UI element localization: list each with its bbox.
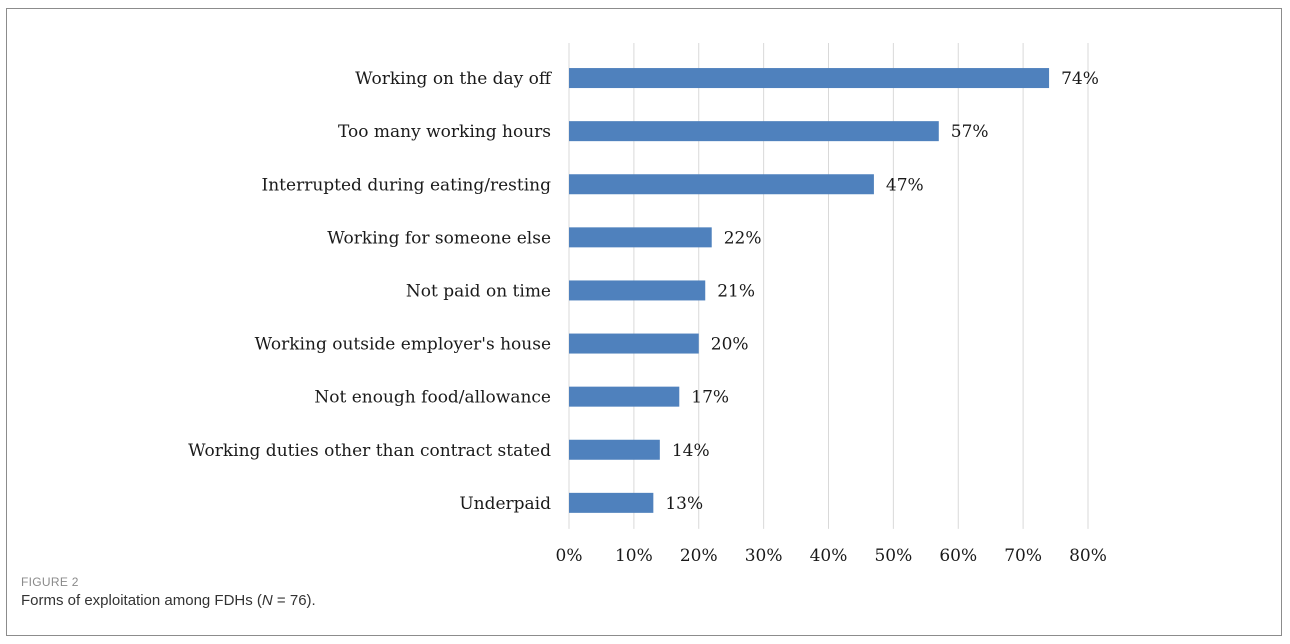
value-label: 17% [691,388,729,408]
value-labels: 74% 57% 47% 22% 21% 20% 17% 14% 13% [665,69,1099,514]
bar [569,280,706,301]
x-tick-label: 20% [680,546,718,566]
caption-n-italic: N [261,592,273,609]
bar [569,174,874,195]
x-tick-label: 30% [745,546,783,566]
x-axis-ticks: 0% 10% 20% 30% 40% 50% 60% 70% 80% [556,546,1107,566]
bar [569,121,939,142]
figure-label: FIGURE 2 [21,575,79,589]
value-label: 22% [724,228,762,248]
category-label: Working on the day off [355,69,553,89]
figure-caption: Forms of exploitation among FDHs (N = 76… [21,592,316,609]
x-tick-label: 40% [810,546,848,566]
bar [569,386,680,407]
bar [569,439,660,460]
bars [569,68,1050,513]
x-tick-label: 70% [1004,546,1042,566]
value-label: 14% [672,441,710,461]
value-label: 47% [886,175,924,195]
bar [569,492,654,513]
category-label: Underpaid [459,494,551,514]
bar [569,68,1050,89]
value-label: 13% [665,494,703,514]
category-label: Working for someone else [327,228,551,248]
bar [569,227,712,248]
category-label: Interrupted during eating/resting [262,175,552,195]
figure-caption-text: Forms of exploitation among FDHs (N = 76… [21,592,316,609]
x-tick-label: 10% [615,546,653,566]
category-label: Too many working hours [338,122,551,142]
category-label: Working duties other than contract state… [188,441,551,461]
x-tick-label: 50% [874,546,912,566]
x-tick-label: 0% [556,546,583,566]
value-label: 20% [711,335,749,355]
x-tick-label: 80% [1069,546,1107,566]
value-label: 21% [717,281,755,301]
x-tick-label: 60% [939,546,977,566]
category-label: Working outside employer's house [255,335,551,355]
category-label: Not enough food/allowance [314,388,551,408]
value-label: 57% [951,122,989,142]
bar-chart: Working on the day off Too many working h… [188,43,1107,566]
bar [569,333,699,354]
figure-frame: Working on the day off Too many working h… [6,8,1282,636]
category-label: Not paid on time [406,281,551,301]
value-label: 74% [1061,69,1099,89]
category-labels: Working on the day off Too many working h… [188,69,553,514]
